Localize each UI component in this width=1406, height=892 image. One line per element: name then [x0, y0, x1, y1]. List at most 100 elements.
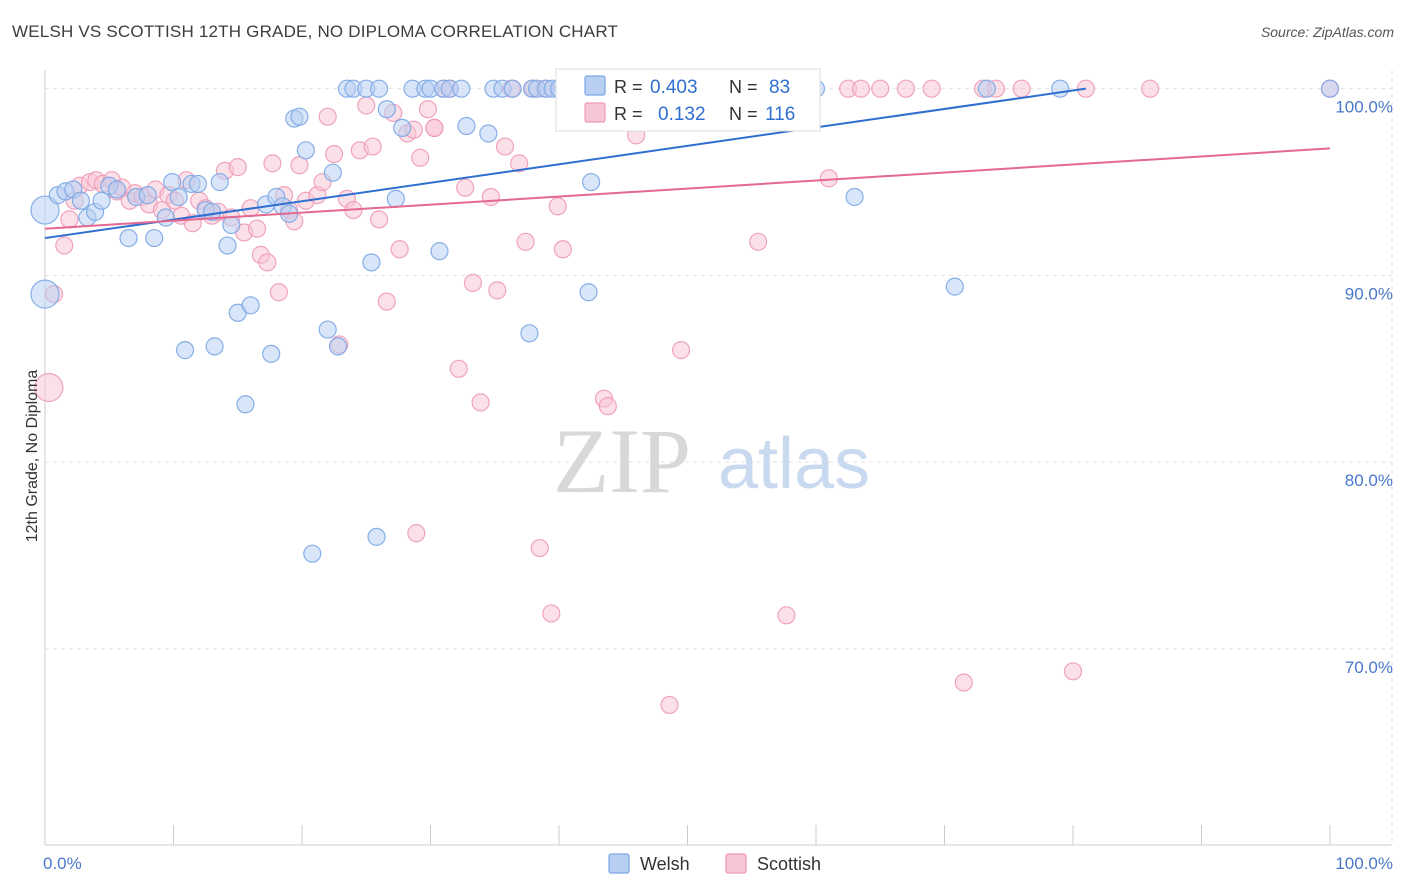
welsh-point — [367, 527, 386, 546]
stats-legend: R = 0.403 N = 83 R = 0.132 N = 116 — [555, 68, 821, 132]
legend-welsh-label: Welsh — [640, 854, 690, 874]
welsh-point — [579, 283, 598, 302]
scottish-point — [871, 79, 890, 98]
welsh-point — [386, 189, 405, 208]
welsh-point — [377, 100, 396, 119]
welsh-point — [138, 186, 157, 205]
y-tick-label: 80.0% — [1345, 471, 1393, 490]
welsh-point — [430, 242, 449, 261]
watermark: ZIP atlas — [553, 410, 870, 512]
welsh-point — [30, 195, 60, 225]
scottish-point — [407, 524, 426, 543]
welsh-point — [479, 124, 498, 143]
scottish-point — [819, 169, 838, 188]
scottish-point — [542, 604, 561, 623]
welsh-point — [262, 344, 281, 363]
scottish-point — [377, 292, 396, 311]
welsh-point — [156, 208, 175, 227]
scottish-point — [370, 210, 389, 229]
scottish-point — [1012, 79, 1031, 98]
scottish-point — [258, 253, 277, 272]
welsh-point — [1051, 79, 1070, 98]
welsh-point — [296, 141, 315, 160]
welsh-point — [290, 107, 309, 126]
scottish-point — [34, 372, 64, 403]
welsh-point — [503, 79, 522, 98]
scottish-point — [488, 281, 507, 300]
watermark-atlas: atlas — [718, 424, 870, 504]
scottish-point — [357, 96, 376, 115]
welsh-point — [945, 277, 964, 296]
scottish-point — [660, 695, 679, 715]
welsh-trend-line — [44, 87, 1086, 240]
scottish-point — [922, 79, 941, 98]
scottish-point — [495, 137, 515, 156]
chart-title: WELSH VS SCOTTISH 12TH GRADE, NO DIPLOMA… — [12, 22, 619, 41]
welsh-point — [323, 163, 342, 182]
scottish-point — [418, 100, 438, 119]
welsh-point — [119, 228, 138, 248]
scottish-point — [247, 219, 267, 238]
series-legend: Welsh Scottish — [608, 853, 821, 874]
scottish-r-label: R = — [614, 104, 643, 124]
scottish-point — [325, 144, 344, 164]
y-tick-label: 70.0% — [1345, 658, 1393, 677]
welsh-point — [175, 341, 195, 360]
trend-lines — [44, 87, 1331, 240]
welsh-point — [205, 337, 224, 356]
welsh-point — [210, 172, 229, 192]
welsh-point — [241, 296, 260, 315]
scottish-point — [228, 158, 247, 177]
welsh-point — [218, 236, 237, 255]
x-tick-label: 0.0% — [43, 854, 82, 873]
scottish-point — [1063, 662, 1083, 681]
welsh-n-label: N = — [729, 77, 758, 97]
scottish-point — [263, 154, 282, 173]
welsh-point — [520, 324, 539, 343]
scottish-point — [456, 178, 475, 197]
welsh-n-value: 83 — [769, 77, 790, 98]
x-tick-label: 100.0% — [1335, 854, 1393, 873]
scottish-point — [851, 79, 871, 98]
welsh-point — [328, 337, 348, 356]
scottish-point — [510, 154, 529, 173]
scottish-trend-line — [44, 147, 1331, 230]
y-tick-label: 90.0% — [1345, 284, 1393, 303]
welsh-point — [582, 172, 601, 192]
scottish-points — [34, 79, 1340, 715]
scottish-point — [55, 236, 74, 255]
legend-welsh-swatch — [608, 853, 630, 874]
scottish-point — [363, 137, 382, 156]
scottish-point — [1140, 79, 1160, 98]
welsh-point — [145, 228, 164, 248]
welsh-r-value: 0.403 — [650, 77, 698, 98]
scottish-point — [425, 118, 444, 137]
legend-scottish-label: Scottish — [757, 854, 821, 874]
welsh-point — [393, 118, 412, 137]
y-tick-label: 100.0% — [1335, 98, 1393, 117]
axes: 70.0% 80.0% 90.0% 100.0% 0.0% 100.0% — [43, 70, 1393, 873]
y-axis-label: 12th Grade, No Diploma — [24, 370, 41, 543]
scottish-point — [516, 232, 535, 251]
welsh-point — [452, 79, 471, 98]
welsh-point — [222, 215, 241, 235]
scottish-point — [60, 210, 79, 229]
scottish-r-value: 0.132 — [658, 104, 706, 125]
scottish-point — [749, 232, 768, 251]
welsh-point — [107, 180, 127, 199]
scottish-point — [896, 79, 916, 98]
scottish-point — [269, 283, 288, 302]
grid — [45, 70, 1393, 845]
scottish-n-label: N = — [729, 104, 758, 124]
legend-scottish-swatch — [725, 853, 747, 874]
welsh-point — [362, 253, 381, 272]
scottish-point — [481, 187, 500, 207]
welsh-point — [169, 187, 188, 207]
welsh-point — [30, 279, 60, 309]
welsh-point — [236, 395, 255, 414]
welsh-point — [457, 116, 476, 136]
scottish-point — [671, 341, 691, 360]
welsh-r-label: R = — [614, 77, 643, 97]
welsh-point — [188, 174, 208, 194]
